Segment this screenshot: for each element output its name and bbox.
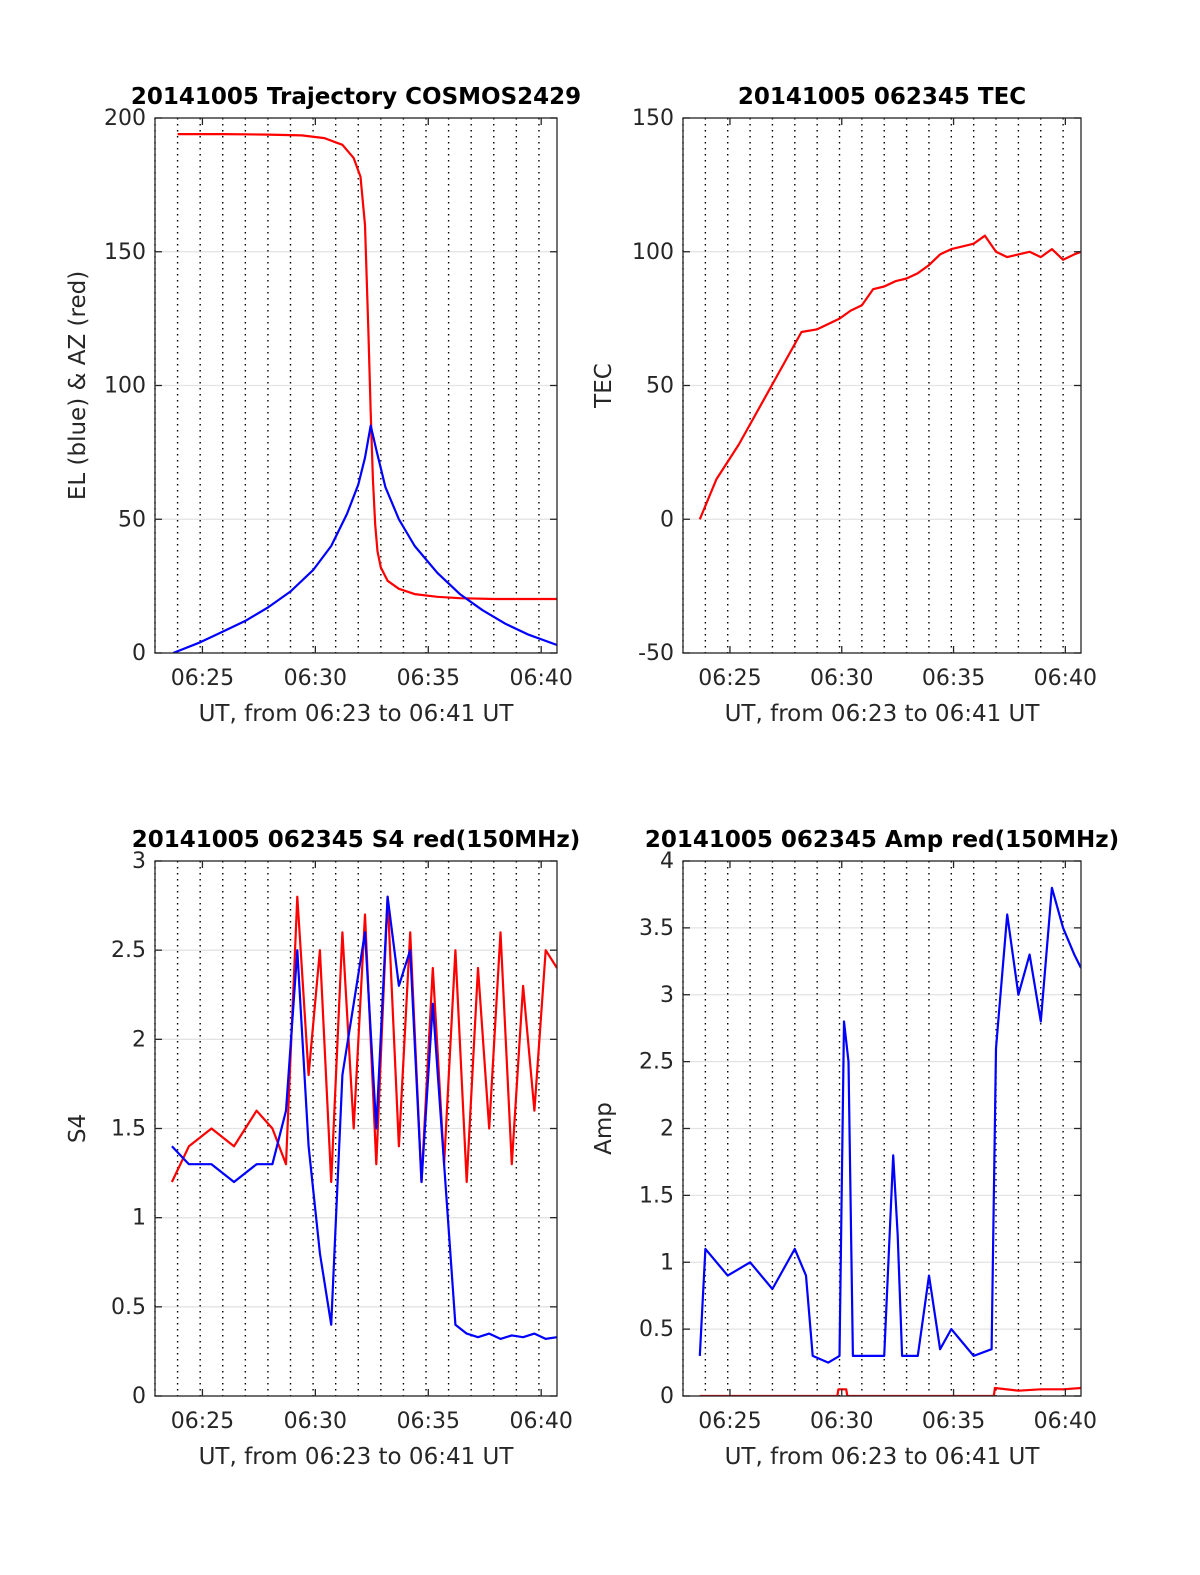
x-tick-label: 06:30: [284, 666, 347, 691]
x-tick-label: 06:25: [171, 666, 234, 691]
x-tick-label: 06:30: [810, 1409, 873, 1434]
y-tick-label: 3.5: [639, 916, 674, 941]
y-tick-label: 3: [660, 983, 674, 1008]
series-line-blue: [172, 424, 557, 653]
y-tick-label: 150: [632, 106, 674, 131]
y-tick-label: 50: [646, 374, 674, 399]
x-tick-label: 06:40: [509, 666, 572, 691]
y-tick-label: 0: [660, 507, 674, 532]
x-tick-label: 06:25: [698, 666, 761, 691]
x-tick-label: 06:25: [698, 1409, 761, 1434]
y-tick-label: 100: [104, 374, 146, 399]
chart-title: 20141005 Trajectory COSMOS2429: [131, 84, 581, 110]
y-tick-label: 1.5: [111, 1117, 146, 1142]
y-axis-label: EL (blue) & AZ (red): [65, 271, 91, 500]
series-line-blue: [171, 895, 557, 1341]
x-tick-label: 06:25: [171, 1409, 234, 1434]
x-axis-label: UT, from 06:23 to 06:41 UT: [725, 701, 1041, 727]
series-line-red: [698, 234, 1081, 520]
x-axis-label: UT, from 06:23 to 06:41 UT: [199, 1444, 515, 1470]
y-tick-label: 2.5: [639, 1050, 674, 1075]
y-tick-label: 0.5: [111, 1295, 146, 1320]
y-axis-label: TEC: [591, 363, 617, 409]
y-tick-label: 4: [660, 849, 674, 874]
y-tick-label: 0.5: [639, 1317, 674, 1342]
panel-trajectory: 0 50 100 150 200 06:25 06:30 06:35 06:40 20141005…: [65, 84, 581, 727]
y-tick-label: 1: [660, 1250, 674, 1275]
panel-amp: 0 0.5 1 1.5 2 2.5 3 3.5 4 06:25 06:30 06:35 06:40 201…: [591, 827, 1119, 1470]
y-tick-label: 100: [632, 240, 674, 265]
y-tick-label: 2: [660, 1117, 674, 1142]
series-line-blue: [698, 886, 1081, 1364]
x-tick-label: 06:35: [397, 1409, 460, 1434]
x-tick-label: 06:35: [922, 1409, 985, 1434]
y-tick-label: 50: [118, 507, 146, 532]
y-tick-label: 200: [104, 106, 146, 131]
chart-title: 20141005 062345 Amp red(150MHz): [645, 827, 1119, 853]
y-tick-label: 1.5: [639, 1183, 674, 1208]
x-tick-label: 06:40: [1034, 666, 1097, 691]
x-axis-label: UT, from 06:23 to 06:41 UT: [725, 1444, 1041, 1470]
panel-tec: -50 0 50 100 150 06:25 06:30 06:35 06:40 20141005…: [591, 84, 1097, 727]
x-tick-label: 06:40: [1034, 1409, 1097, 1434]
x-tick-label: 06:30: [284, 1409, 347, 1434]
y-tick-label: 3: [132, 849, 146, 874]
x-tick-label: 06:40: [509, 1409, 572, 1434]
y-tick-label: -50: [638, 641, 674, 666]
x-axis-label: UT, from 06:23 to 06:41 UT: [199, 701, 515, 727]
chart-title: 20141005 062345 S4 red(150MHz): [132, 827, 581, 853]
panel-s4: 0 0.5 1 1.5 2 2.5 3 06:25 06:30 06:35 06:40 2014100…: [65, 827, 580, 1470]
series-line-red: [177, 133, 557, 601]
y-tick-label: 2.5: [111, 938, 146, 963]
y-tick-label: 1: [132, 1206, 146, 1231]
y-axis-label: Amp: [591, 1102, 617, 1155]
y-tick-label: 0: [132, 1384, 146, 1409]
chart-title: 20141005 062345 TEC: [738, 84, 1026, 110]
series-line-red: [699, 1386, 1081, 1396]
x-tick-label: 06:35: [397, 666, 460, 691]
y-tick-label: 150: [104, 240, 146, 265]
y-tick-label: 0: [132, 641, 146, 666]
y-tick-label: 0: [660, 1384, 674, 1409]
y-tick-label: 2: [132, 1027, 146, 1052]
x-tick-label: 06:35: [922, 666, 985, 691]
x-tick-label: 06:30: [810, 666, 873, 691]
y-axis-label: S4: [65, 1114, 91, 1143]
